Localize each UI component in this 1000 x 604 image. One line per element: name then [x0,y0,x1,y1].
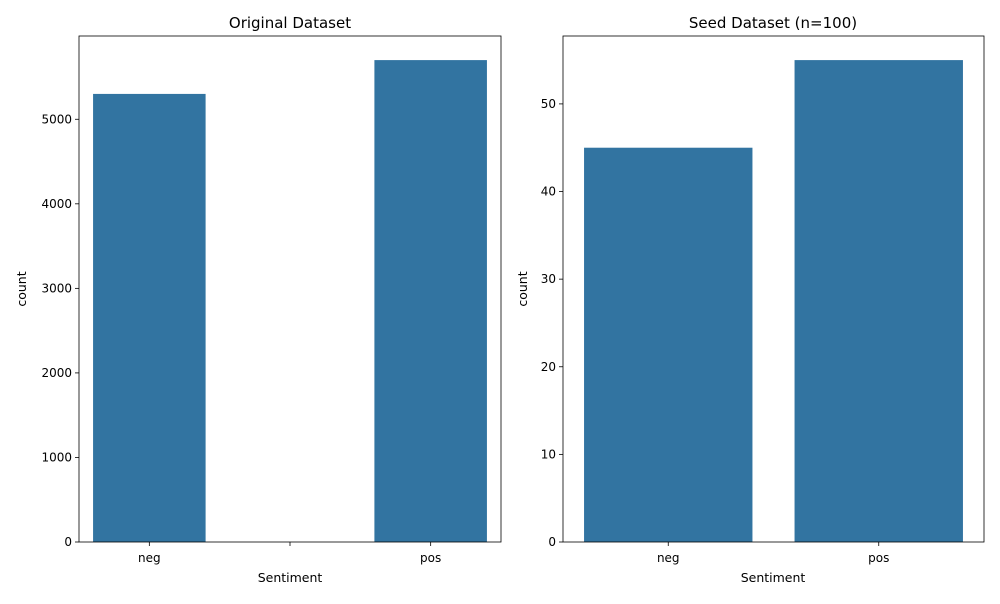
bar-neg [93,93,206,542]
x-tick-label: neg [657,551,680,565]
y-tick-label: 0 [64,535,72,549]
y-axis-ticks: 0 1000 2000 3000 4000 5000 [41,112,79,549]
y-tick-label: 40 [541,185,556,199]
y-tick-label: 20 [541,360,556,374]
y-tick-label: 10 [541,447,556,461]
y-tick-label: 4000 [41,197,72,211]
y-axis-label: count [515,271,530,306]
y-tick-label: 0 [548,535,556,549]
bar-pos [794,60,963,542]
original-dataset-plot: Original Dataset 0 1000 2000 3000 4000 5000 n… [14,14,502,585]
x-tick-label: neg [138,551,161,565]
y-tick-label: 50 [541,97,556,111]
y-axis-ticks: 0 10 20 30 40 50 [541,97,563,549]
y-axis-label: count [14,271,29,306]
y-tick-label: 3000 [41,281,72,295]
y-tick-label: 1000 [41,450,72,464]
bars [584,60,963,542]
bar-neg [584,147,753,542]
y-tick-label: 30 [541,272,556,286]
bar-pos [374,60,487,542]
bars [93,60,487,542]
chart-title: Seed Dataset (n=100) [689,14,857,32]
y-tick-label: 2000 [41,366,72,380]
x-axis-ticks: neg pos [138,542,441,565]
chart-title: Original Dataset [229,14,351,32]
x-tick-label: pos [868,551,889,565]
x-axis-label: Sentiment [258,570,323,585]
x-tick-label: pos [420,551,441,565]
y-tick-label: 5000 [41,112,72,126]
axes-frame [562,35,985,543]
x-axis-ticks: neg pos [657,542,889,565]
axes-frame [78,35,502,543]
x-axis-label: Sentiment [741,570,806,585]
